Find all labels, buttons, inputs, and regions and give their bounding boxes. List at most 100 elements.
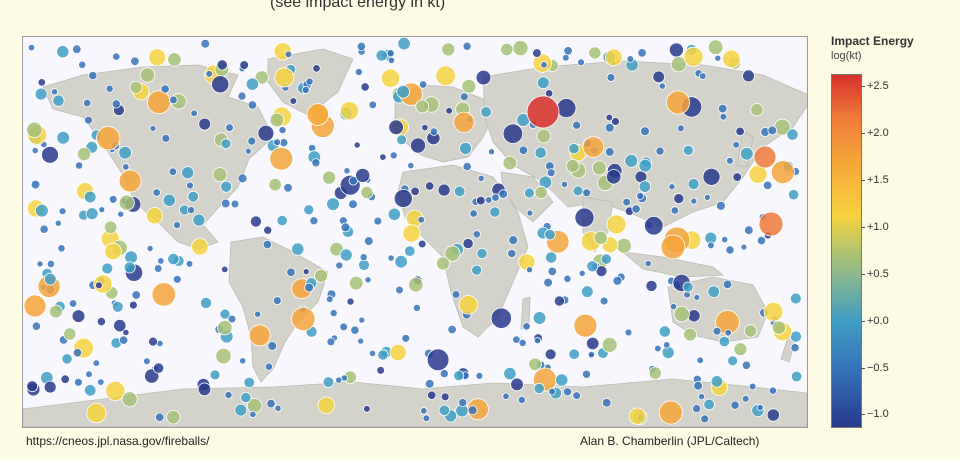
- fireball-marker[interactable]: [741, 360, 752, 370]
- fireball-marker[interactable]: [304, 282, 314, 293]
- fireball-marker[interactable]: [490, 307, 512, 329]
- fireball-marker[interactable]: [243, 376, 255, 389]
- fireball-marker[interactable]: [335, 376, 343, 384]
- fireball-marker[interactable]: [326, 197, 340, 211]
- fireball-marker[interactable]: [401, 333, 411, 343]
- fireball-marker[interactable]: [750, 103, 764, 117]
- fireball-marker[interactable]: [412, 303, 421, 312]
- fireball-marker[interactable]: [58, 207, 67, 216]
- fireball-marker[interactable]: [582, 188, 592, 198]
- fireball-marker[interactable]: [508, 235, 519, 246]
- fireball-marker[interactable]: [714, 54, 722, 62]
- fireball-marker[interactable]: [696, 356, 704, 364]
- fireball-marker[interactable]: [34, 87, 48, 101]
- fireball-marker[interactable]: [587, 350, 596, 359]
- fireball-marker[interactable]: [698, 72, 707, 80]
- fireball-marker[interactable]: [735, 126, 745, 137]
- fireball-marker[interactable]: [237, 173, 248, 184]
- fireball-marker[interactable]: [148, 336, 158, 347]
- fireball-marker[interactable]: [467, 405, 478, 416]
- fireball-marker[interactable]: [703, 398, 715, 411]
- fireball-marker[interactable]: [368, 349, 377, 357]
- fireball-marker[interactable]: [375, 49, 388, 62]
- fireball-marker[interactable]: [480, 106, 492, 118]
- fireball-marker[interactable]: [533, 337, 542, 345]
- fireball-marker[interactable]: [348, 275, 364, 291]
- fireball-marker[interactable]: [122, 163, 130, 171]
- fireball-marker[interactable]: [85, 207, 99, 221]
- fireball-marker[interactable]: [472, 230, 481, 239]
- fireball-marker[interactable]: [503, 366, 517, 381]
- fireball-marker[interactable]: [725, 245, 735, 255]
- fireball-marker[interactable]: [190, 109, 198, 117]
- fireball-marker[interactable]: [548, 387, 556, 396]
- fireball-marker[interactable]: [50, 88, 59, 96]
- fireball-marker[interactable]: [386, 49, 395, 58]
- fireball-marker[interactable]: [269, 112, 285, 128]
- fireball-marker[interactable]: [161, 134, 171, 143]
- fireball-marker[interactable]: [111, 99, 121, 109]
- fireball-marker[interactable]: [85, 370, 93, 379]
- fireball-marker[interactable]: [387, 207, 401, 221]
- fireball-marker[interactable]: [475, 69, 492, 86]
- fireball-marker[interactable]: [388, 119, 404, 136]
- fireball-marker[interactable]: [220, 180, 233, 193]
- fireball-marker[interactable]: [789, 292, 802, 305]
- fireball-marker[interactable]: [394, 254, 408, 269]
- fireball-marker[interactable]: [348, 199, 358, 210]
- fireball-marker[interactable]: [588, 46, 602, 60]
- fireball-marker[interactable]: [88, 70, 98, 81]
- fireball-marker[interactable]: [440, 392, 450, 402]
- fireball-marker[interactable]: [756, 403, 764, 411]
- fireball-marker[interactable]: [425, 181, 435, 191]
- fireball-marker[interactable]: [462, 237, 474, 250]
- fireball-marker[interactable]: [123, 261, 136, 274]
- fireball-marker[interactable]: [322, 170, 337, 185]
- fireball-marker[interactable]: [272, 296, 282, 306]
- fireball-marker[interactable]: [676, 124, 685, 133]
- fireball-marker[interactable]: [600, 253, 612, 265]
- fireball-marker[interactable]: [56, 131, 70, 145]
- fireball-marker[interactable]: [167, 253, 180, 266]
- fireball-marker[interactable]: [669, 302, 678, 311]
- fireball-marker[interactable]: [500, 42, 514, 57]
- fireball-marker[interactable]: [186, 181, 194, 190]
- fireball-marker[interactable]: [92, 359, 100, 367]
- fireball-marker[interactable]: [429, 127, 439, 136]
- fireball-marker[interactable]: [162, 193, 176, 207]
- fireball-marker[interactable]: [239, 60, 250, 70]
- fireball-marker[interactable]: [682, 281, 694, 293]
- fireball-marker[interactable]: [74, 161, 84, 170]
- fireball-marker[interactable]: [49, 304, 63, 319]
- fireball-marker[interactable]: [435, 256, 450, 271]
- fireball-marker[interactable]: [248, 324, 271, 347]
- fireball-marker[interactable]: [215, 347, 232, 365]
- fireball-marker[interactable]: [339, 101, 360, 121]
- fireball-marker[interactable]: [717, 103, 728, 114]
- fireball-marker[interactable]: [512, 40, 529, 57]
- fireball-marker[interactable]: [96, 316, 107, 327]
- fireball-marker[interactable]: [732, 172, 742, 182]
- fireball-marker[interactable]: [52, 94, 65, 107]
- fireball-marker[interactable]: [771, 320, 787, 335]
- fireball-marker[interactable]: [254, 310, 262, 318]
- fireball-marker[interactable]: [534, 185, 548, 200]
- fireball-marker[interactable]: [574, 207, 595, 228]
- fireball-marker[interactable]: [673, 305, 690, 323]
- fireball-marker[interactable]: [469, 209, 478, 218]
- fireball-marker[interactable]: [568, 348, 580, 360]
- fireball-marker[interactable]: [693, 380, 703, 391]
- fireball-marker[interactable]: [198, 117, 212, 131]
- fireball-marker[interactable]: [547, 266, 558, 277]
- fireball-marker[interactable]: [491, 193, 500, 202]
- fireball-marker[interactable]: [356, 41, 366, 51]
- fireball-marker[interactable]: [244, 147, 252, 155]
- fireball-marker[interactable]: [599, 296, 609, 306]
- fireball-marker[interactable]: [192, 213, 206, 227]
- fireball-marker[interactable]: [139, 67, 156, 83]
- fireball-marker[interactable]: [387, 254, 395, 262]
- fireball-marker[interactable]: [458, 295, 479, 315]
- fireball-marker[interactable]: [790, 370, 803, 383]
- fireball-marker[interactable]: [96, 126, 121, 151]
- fireball-marker[interactable]: [693, 293, 701, 301]
